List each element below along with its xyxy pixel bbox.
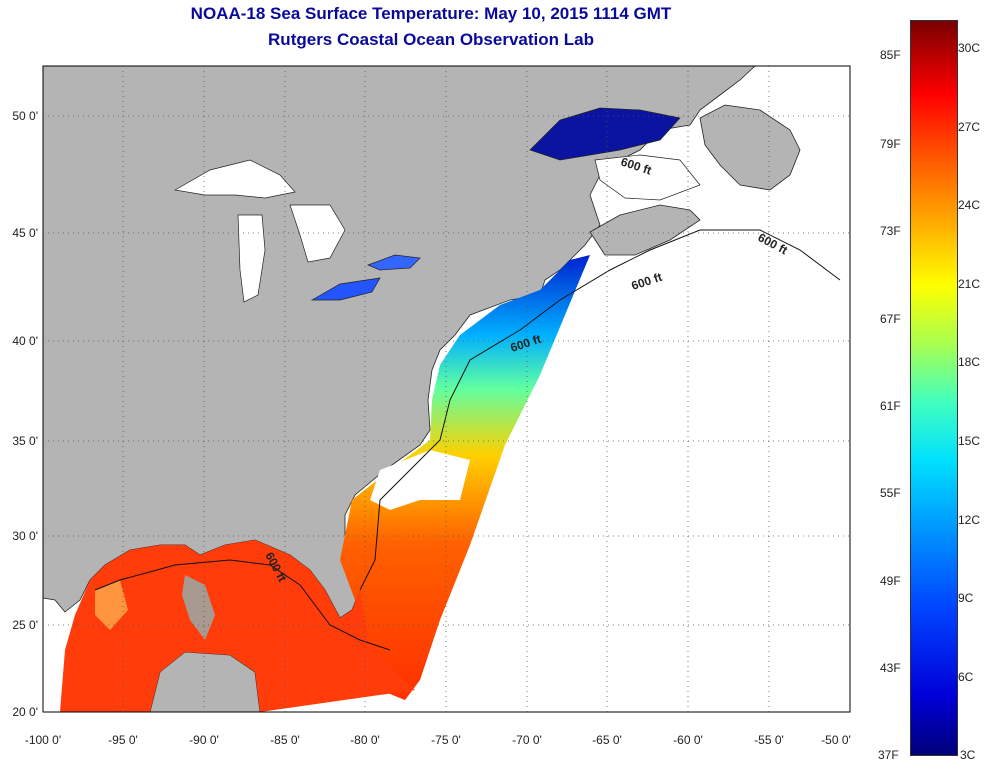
lat-tick-label: 40 0' [12,334,38,348]
gulf-of-mexico-sst [60,540,415,712]
map-subtitle: Rutgers Coastal Ocean Observation Lab [268,30,594,49]
colorbar-c-label: 27C [958,120,981,134]
colorbar-f-label: 61F [880,399,901,413]
lat-tick-label: 25 0' [12,618,38,632]
colorbar-c-label: 15C [958,434,981,448]
lat-tick-label: 35 0' [12,434,38,448]
lon-tick-label: -90 0' [189,733,219,747]
lat-tick-label: 20 0' [12,705,38,719]
colorbar-f-label: 55F [880,486,901,500]
map-title: NOAA-18 Sea Surface Temperature: May 10,… [190,4,672,23]
lake-michigan [237,214,266,303]
lon-tick-label: -70 0' [512,733,542,747]
colorbar-f-label: 43F [880,661,901,675]
lat-tick-label: 45 0' [12,226,38,240]
colorbar-f-label: 49F [880,574,901,588]
gulf-cool-patch [182,575,215,640]
lon-tick-label: -100 0' [25,733,61,747]
colorbar-f-label: 37F [878,748,899,762]
colorbar-f-label: 67F [880,312,901,326]
colorbar-f-label: 79F [880,137,901,151]
colorbar-c-label: 12C [958,513,981,527]
swath-cloud-gap [370,450,470,510]
lon-tick-label: -80 0' [350,733,380,747]
depth-contour-600ft [94,229,841,651]
lon-tick-label: -55 0' [754,733,784,747]
lon-tick-label: -50 0' [821,733,851,747]
colorbar-c-label: 21C [958,277,981,291]
lake-superior [173,159,296,199]
lake-erie [310,277,381,301]
map-frame [42,65,851,713]
land-nova-scotia [589,204,701,256]
lat-tick-label: 30 0' [12,529,38,543]
temperature-colorbar [910,20,958,756]
colorbar-c-label: 6C [958,670,974,684]
lon-tick-label: -60 0' [673,733,703,747]
lon-tick-label: -85 0' [270,733,300,747]
colorbar-c-label: 9C [958,591,974,605]
st-lawrence-estuary [594,154,701,201]
lon-tick-label: -75 0' [431,733,461,747]
colorbar-f-label: 85F [880,48,901,62]
lon-tick-label: -65 0' [592,733,622,747]
lake-ontario [367,254,421,271]
colorbar-f-label: 73F [880,224,901,238]
lon-tick-label: -95 0' [108,733,138,747]
gulf-shelf-patch [95,580,128,630]
colorbar-c-label: 3C [960,748,976,762]
lake-huron [289,204,346,263]
lat-tick-label: 50 0' [12,109,38,123]
colorbar-c-label: 18C [958,355,981,369]
colorbar-c-label: 30C [958,41,981,55]
land-newfoundland [699,104,801,191]
gulf-st-lawrence [529,107,681,161]
colorbar-c-label: 24C [958,198,981,212]
